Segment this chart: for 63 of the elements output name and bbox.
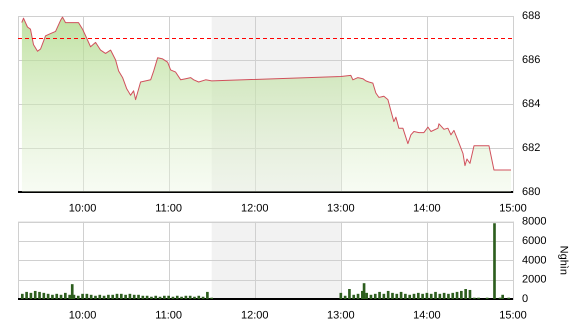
x-tick-label: 10:00 (68, 310, 96, 320)
x-tick-label: 13:00 (327, 310, 355, 320)
bar (468, 290, 472, 299)
x-tick-label: 14:00 (413, 310, 441, 320)
y-tick-label: 688 (522, 10, 540, 22)
y-tick-label: 680 (522, 186, 540, 198)
bar (434, 292, 437, 299)
bar (400, 292, 402, 299)
bar (128, 294, 132, 299)
bar (81, 294, 84, 299)
bar (395, 294, 398, 299)
bar (404, 294, 407, 299)
bar (386, 290, 390, 299)
bar (416, 292, 420, 299)
x-tick-label: 15:00 (499, 202, 527, 215)
x-tick-label: 10:00 (68, 202, 96, 215)
bar (60, 294, 62, 299)
y-tick-label: 684 (522, 98, 540, 110)
bar (30, 292, 32, 299)
bar (391, 292, 394, 299)
bar (421, 294, 424, 299)
bar (348, 288, 351, 299)
bar (25, 292, 28, 299)
bar (20, 294, 24, 299)
bar (412, 294, 416, 299)
y-tick-label: 2000 (522, 274, 546, 286)
bar (116, 294, 118, 299)
y-tick-label: 682 (522, 142, 540, 154)
bar (356, 294, 360, 299)
x-tick-label: 14:00 (413, 202, 441, 215)
y-axis-title: Nghìn (557, 246, 570, 275)
bar (339, 292, 342, 299)
y-tick-label: 8000 (522, 216, 546, 228)
bar (370, 294, 372, 299)
bar (51, 294, 54, 299)
bar (34, 290, 37, 299)
bar (451, 292, 454, 299)
x-tick-label: 15:00 (499, 310, 527, 320)
bar (120, 294, 123, 299)
bar (426, 292, 428, 299)
bar (378, 292, 381, 299)
bar (447, 294, 450, 299)
bar (493, 223, 496, 299)
x-tick-label: 12:00 (240, 310, 269, 320)
x-tick-label: 13:00 (327, 202, 355, 215)
bar (94, 296, 97, 299)
y-tick-label: 0 (522, 293, 528, 306)
bar (137, 294, 140, 299)
x-tick-label: 12:00 (240, 202, 269, 215)
y-tick-label: 686 (522, 54, 540, 66)
y-tick-label: 6000 (522, 234, 546, 247)
y-tick-label: 4000 (522, 254, 546, 266)
bar (456, 292, 458, 299)
bar (38, 292, 41, 299)
x-tick-label: 11:00 (155, 202, 182, 215)
bar (374, 294, 377, 299)
bar (430, 294, 433, 299)
bar (438, 294, 442, 299)
bar (362, 283, 366, 299)
bar (206, 292, 209, 299)
bar (55, 294, 58, 299)
x-tick-label: 11:00 (155, 310, 182, 320)
bar (42, 292, 46, 299)
